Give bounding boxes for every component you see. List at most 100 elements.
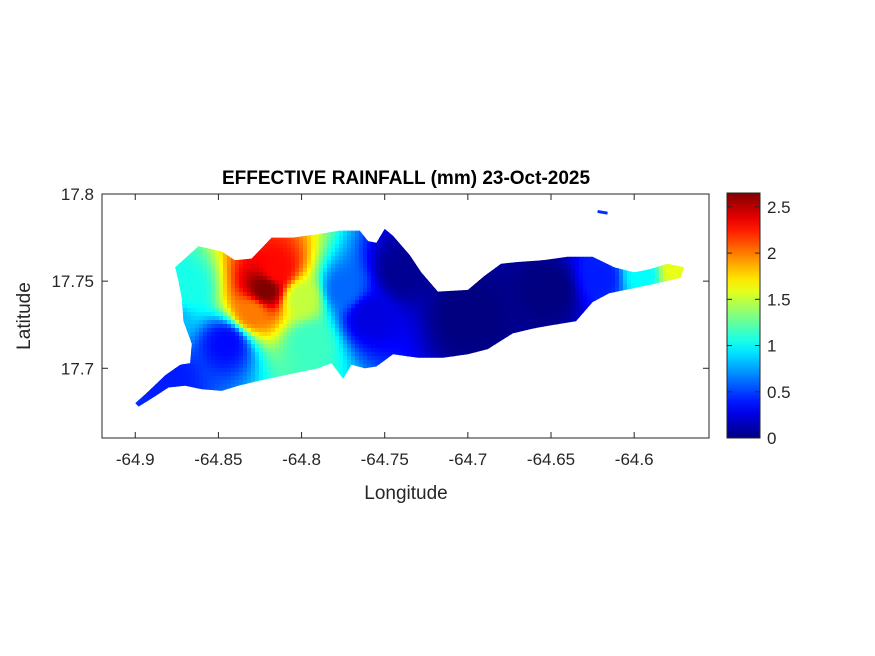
rainfall-cell xyxy=(331,332,336,337)
rainfall-cell xyxy=(371,356,376,361)
rainfall-cell xyxy=(623,268,628,273)
rainfall-cell xyxy=(367,256,372,261)
rainfall-cell xyxy=(335,324,340,329)
rainfall-cell xyxy=(303,336,308,341)
rainfall-cell xyxy=(239,264,244,269)
rainfall-cell xyxy=(291,340,296,345)
rainfall-cell xyxy=(231,268,236,273)
rainfall-cell xyxy=(647,268,652,273)
rainfall-cell xyxy=(263,252,268,257)
rainfall-cell xyxy=(387,344,392,349)
rainfall-cell xyxy=(239,340,244,345)
rainfall-cell xyxy=(583,264,588,269)
rainfall-cell xyxy=(199,280,204,285)
rainfall-cell xyxy=(263,340,268,345)
rainfall-cell xyxy=(519,316,524,321)
rainfall-cell xyxy=(307,272,312,277)
rainfall-cell xyxy=(503,276,508,281)
rainfall-cell xyxy=(299,344,304,349)
rainfall-cell xyxy=(567,304,572,309)
rainfall-cell xyxy=(451,340,456,345)
rainfall-cell xyxy=(363,324,368,329)
rainfall-cell xyxy=(331,276,336,281)
rainfall-cell xyxy=(559,320,564,325)
rainfall-cell xyxy=(303,240,308,245)
rainfall-cell xyxy=(363,276,368,281)
rainfall-cell xyxy=(375,252,380,257)
rainfall-cell xyxy=(363,268,368,273)
rainfall-cell xyxy=(283,300,288,305)
rainfall-cell xyxy=(319,356,324,361)
rainfall-cell xyxy=(359,340,364,345)
rainfall-cell xyxy=(203,304,208,309)
rainfall-cell xyxy=(279,260,284,265)
rainfall-cell xyxy=(511,276,516,281)
rainfall-cell xyxy=(515,316,520,321)
rainfall-cell xyxy=(655,280,660,285)
rainfall-cell xyxy=(563,316,568,321)
rainfall-cell xyxy=(471,304,476,309)
rainfall-cell xyxy=(495,324,500,329)
rainfall-cell xyxy=(547,292,552,297)
rainfall-cell xyxy=(327,308,332,313)
rainfall-cell xyxy=(191,344,196,349)
rainfall-cell xyxy=(327,284,332,289)
rainfall-cell xyxy=(187,372,192,377)
rainfall-cell xyxy=(227,316,232,321)
rainfall-cell xyxy=(503,324,508,329)
rainfall-cell xyxy=(339,240,344,245)
rainfall-cell xyxy=(315,340,320,345)
rainfall-cell xyxy=(191,300,196,305)
rainfall-cell xyxy=(235,272,240,277)
rainfall-cell xyxy=(307,352,312,357)
rainfall-cell xyxy=(355,228,360,233)
rainfall-cell xyxy=(427,336,432,341)
rainfall-cell xyxy=(347,260,352,265)
rainfall-cell xyxy=(307,248,312,253)
rainfall-cell xyxy=(279,304,284,309)
rainfall-cell xyxy=(259,268,264,273)
rainfall-cell xyxy=(607,280,612,285)
rainfall-cell xyxy=(219,328,224,333)
rainfall-cell xyxy=(451,324,456,329)
rainfall-cell xyxy=(555,304,560,309)
rainfall-cell xyxy=(295,300,300,305)
rainfall-cell xyxy=(199,316,204,321)
rainfall-cell xyxy=(275,292,280,297)
rainfall-cell xyxy=(371,336,376,341)
rainfall-cell xyxy=(267,276,272,281)
rainfall-cell xyxy=(455,292,460,297)
rainfall-cell xyxy=(363,360,368,365)
rainfall-cell xyxy=(279,276,284,281)
rainfall-cell xyxy=(375,268,380,273)
rainfall-cell xyxy=(523,296,528,301)
rainfall-cell xyxy=(299,328,304,333)
rainfall-cell xyxy=(543,304,548,309)
rainfall-cell xyxy=(451,300,456,305)
rainfall-cell xyxy=(571,296,576,301)
rainfall-cell xyxy=(479,340,484,345)
rainfall-cell xyxy=(199,328,204,333)
rainfall-cell xyxy=(479,280,484,285)
rainfall-cell xyxy=(307,332,312,337)
rainfall-cell xyxy=(363,256,368,261)
rainfall-cell xyxy=(279,280,284,285)
rainfall-cell xyxy=(275,364,280,369)
rainfall-cell xyxy=(339,264,344,269)
rainfall-cell xyxy=(523,328,528,333)
rainfall-cell xyxy=(383,304,388,309)
rainfall-cell xyxy=(303,256,308,261)
rainfall-cell xyxy=(335,304,340,309)
rainfall-cell xyxy=(291,348,296,353)
rainfall-cell xyxy=(355,304,360,309)
rainfall-cell xyxy=(383,264,388,269)
rainfall-cell xyxy=(415,320,420,325)
rainfall-cell xyxy=(187,308,192,313)
rainfall-cell xyxy=(271,352,276,357)
rainfall-cell xyxy=(603,264,608,269)
rainfall-cell xyxy=(431,316,436,321)
rainfall-cell xyxy=(247,344,252,349)
rainfall-cell xyxy=(195,348,200,353)
rainfall-cell xyxy=(435,292,440,297)
